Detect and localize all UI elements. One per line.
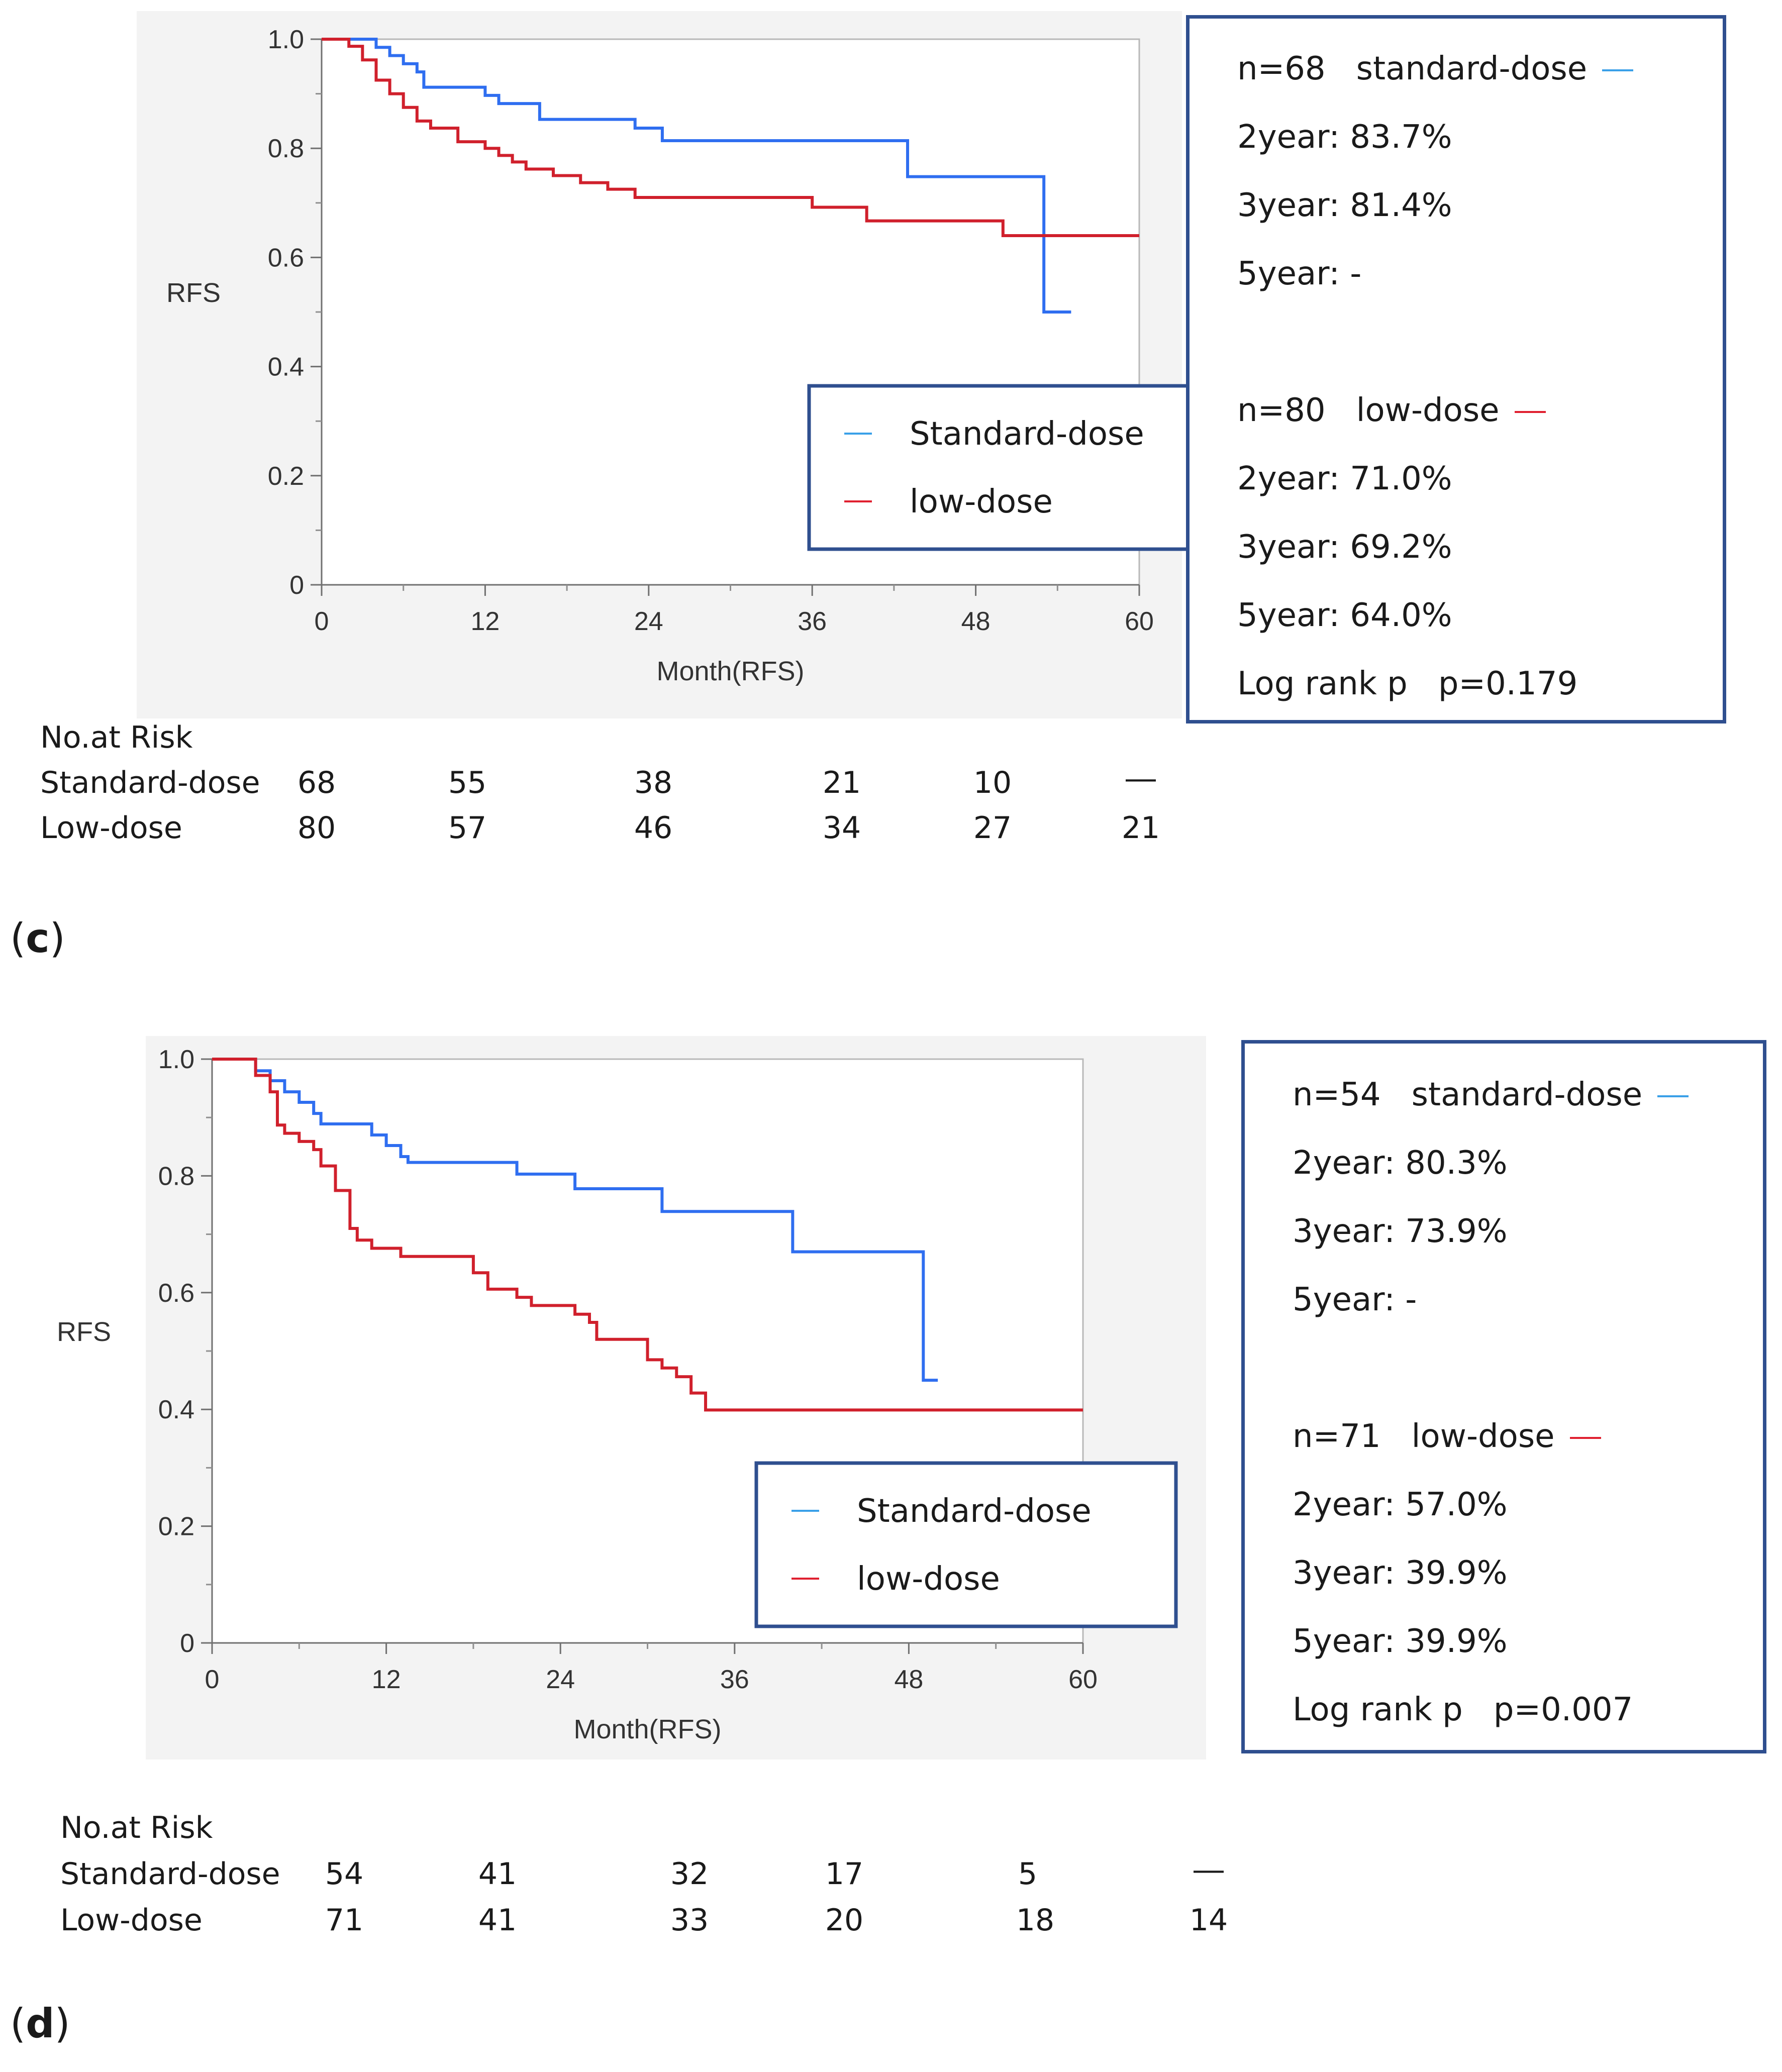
standard-stats-header: n=68 standard-dose	[1237, 49, 1634, 89]
series-standard-dose	[322, 38, 1071, 314]
risk-standard-36: 21	[822, 765, 861, 800]
series-standard-dose	[212, 1058, 938, 1382]
risk-table-title: No.at Risk	[60, 1810, 213, 1845]
y-tick-label: 0	[289, 571, 304, 600]
x-tick-label: 60	[1125, 607, 1154, 636]
risk-low-0: 71	[325, 1903, 364, 1938]
risk-low-label: Low-dose	[60, 1903, 203, 1938]
standard-2year: 2year: 83.7%	[1237, 119, 1452, 156]
panel-label-d: (d)	[10, 2000, 70, 2047]
x-tick-label: 12	[372, 1665, 401, 1694]
risk-low-60: 21	[1121, 810, 1160, 846]
risk-standard-60: ―	[1126, 761, 1156, 796]
risk-standard-36: 17	[825, 1856, 864, 1892]
risk-standard-48: 10	[973, 765, 1012, 800]
risk-low-label: Low-dose	[40, 810, 182, 846]
y-tick-label: 0.2	[268, 462, 304, 491]
standard-dash-icon	[1657, 1095, 1689, 1098]
risk-low-36: 34	[822, 810, 861, 846]
risk-low-24: 46	[634, 810, 673, 846]
risk-low-48: 27	[973, 810, 1012, 846]
x-tick-label: 48	[894, 1665, 923, 1694]
y-tick-label: 0.8	[268, 134, 304, 163]
y-tick-label: 0.4	[158, 1395, 194, 1424]
legend-standard-dose-label: Standard-dose	[857, 1493, 1092, 1530]
low-dash-icon	[1514, 411, 1546, 413]
low-5year: 5year: 39.9%	[1293, 1623, 1508, 1660]
x-tick-label: 0	[315, 607, 329, 636]
y-tick-label: 0.2	[158, 1512, 194, 1541]
legend-low-dose-label: low-dose	[910, 483, 1053, 521]
standard-3year: 3year: 81.4%	[1237, 187, 1452, 224]
legend-low-dose-label: low-dose	[857, 1561, 1000, 1598]
series-low-dose	[322, 38, 1139, 237]
standard-stats-header: n=54 standard-dose	[1293, 1075, 1689, 1115]
x-tick-label: 12	[470, 607, 500, 636]
y-axis-title: RFS	[166, 278, 221, 308]
risk-low-12: 57	[448, 810, 487, 846]
risk-standard-12: 55	[448, 765, 487, 800]
risk-table-title: No.at Risk	[40, 720, 193, 755]
risk-standard-60: ―	[1194, 1852, 1224, 1888]
risk-standard-label: Standard-dose	[40, 765, 260, 800]
low-dash-icon	[1569, 1437, 1601, 1439]
risk-low-48: 18	[1016, 1903, 1055, 1938]
km-chart-d: 0 0.2 0.4 0.6 0.8 1.0 0 12 24 36 48 60 Month(RFS) RFS…	[57, 1045, 1178, 1744]
low-5year: 5year: 64.0%	[1237, 597, 1452, 634]
y-tick-label: 1.0	[158, 1045, 194, 1074]
risk-low-60: 14	[1189, 1903, 1228, 1938]
risk-low-36: 20	[825, 1903, 864, 1938]
x-axis-title: Month(RFS)	[573, 1714, 721, 1744]
risk-standard-0: 68	[297, 765, 336, 800]
x-tick-label: 0	[205, 1665, 220, 1694]
standard-3year: 3year: 73.9%	[1293, 1213, 1508, 1250]
risk-standard-12: 41	[478, 1856, 517, 1892]
risk-standard-24: 38	[634, 765, 673, 800]
standard-2year: 2year: 80.3%	[1293, 1145, 1508, 1182]
risk-standard-label: Standard-dose	[60, 1856, 280, 1892]
risk-low-0: 80	[297, 810, 336, 846]
y-axis-title: RFS	[57, 1317, 111, 1347]
panel-d: 0 0.2 0.4 0.6 0.8 1.0 0 12 24 36 48 60 Month(RFS) RFS…	[0, 1030, 1782, 2060]
standard-dash-icon	[1602, 69, 1634, 72]
legend-standard-dose-label: Standard-dose	[910, 416, 1144, 453]
y-tick-label: 0.4	[268, 353, 304, 382]
risk-standard-48: 5	[1018, 1856, 1038, 1892]
x-tick-label: 48	[961, 607, 991, 636]
low-stats-header: n=80 low-dose	[1237, 390, 1546, 431]
standard-5year: 5year: -	[1237, 255, 1362, 292]
risk-standard-0: 54	[325, 1856, 364, 1892]
series-low-dose	[212, 1058, 1083, 1412]
x-tick-label: 24	[634, 607, 663, 636]
low-3year: 3year: 69.2%	[1237, 529, 1452, 566]
stats-box-c: n=68 standard-dose 2year: 83.7% 3year: 8…	[1186, 15, 1726, 723]
risk-low-12: 41	[478, 1903, 517, 1938]
x-tick-label: 24	[546, 1665, 575, 1694]
low-2year: 2year: 57.0%	[1293, 1486, 1508, 1523]
panel-c: 0 0.2 0.4 0.6 0.8 1.0 0 12 24 36 48 60 Month(RFS) RFS…	[0, 0, 1782, 1030]
legend-box	[807, 384, 1228, 551]
low-stats-header: n=71 low-dose	[1293, 1416, 1601, 1457]
y-tick-label: 0.6	[158, 1279, 194, 1308]
stats-box-d: n=54 standard-dose 2year: 80.3% 3year: 7…	[1241, 1040, 1766, 1753]
x-tick-label: 60	[1068, 1665, 1098, 1694]
y-tick-label: 0	[180, 1629, 194, 1658]
low-2year: 2year: 71.0%	[1237, 460, 1452, 497]
legend-box	[754, 1461, 1178, 1628]
km-chart-c: 0 0.2 0.4 0.6 0.8 1.0 0 12 24 36 48 60 Month(RFS) RFS…	[166, 25, 1228, 686]
x-tick-label: 36	[798, 607, 827, 636]
x-axis-title: Month(RFS)	[656, 656, 804, 686]
y-tick-label: 1.0	[268, 25, 304, 54]
logrank-p: Log rank p p=0.179	[1237, 665, 1578, 702]
logrank-p: Log rank p p=0.007	[1293, 1691, 1633, 1728]
low-3year: 3year: 39.9%	[1293, 1555, 1508, 1592]
panel-label-c: (c)	[10, 915, 65, 962]
x-tick-label: 36	[720, 1665, 749, 1694]
y-tick-label: 0.6	[268, 243, 304, 272]
risk-standard-24: 32	[670, 1856, 709, 1892]
risk-low-24: 33	[670, 1903, 709, 1938]
standard-5year: 5year: -	[1293, 1281, 1417, 1318]
y-tick-label: 0.8	[158, 1162, 194, 1191]
